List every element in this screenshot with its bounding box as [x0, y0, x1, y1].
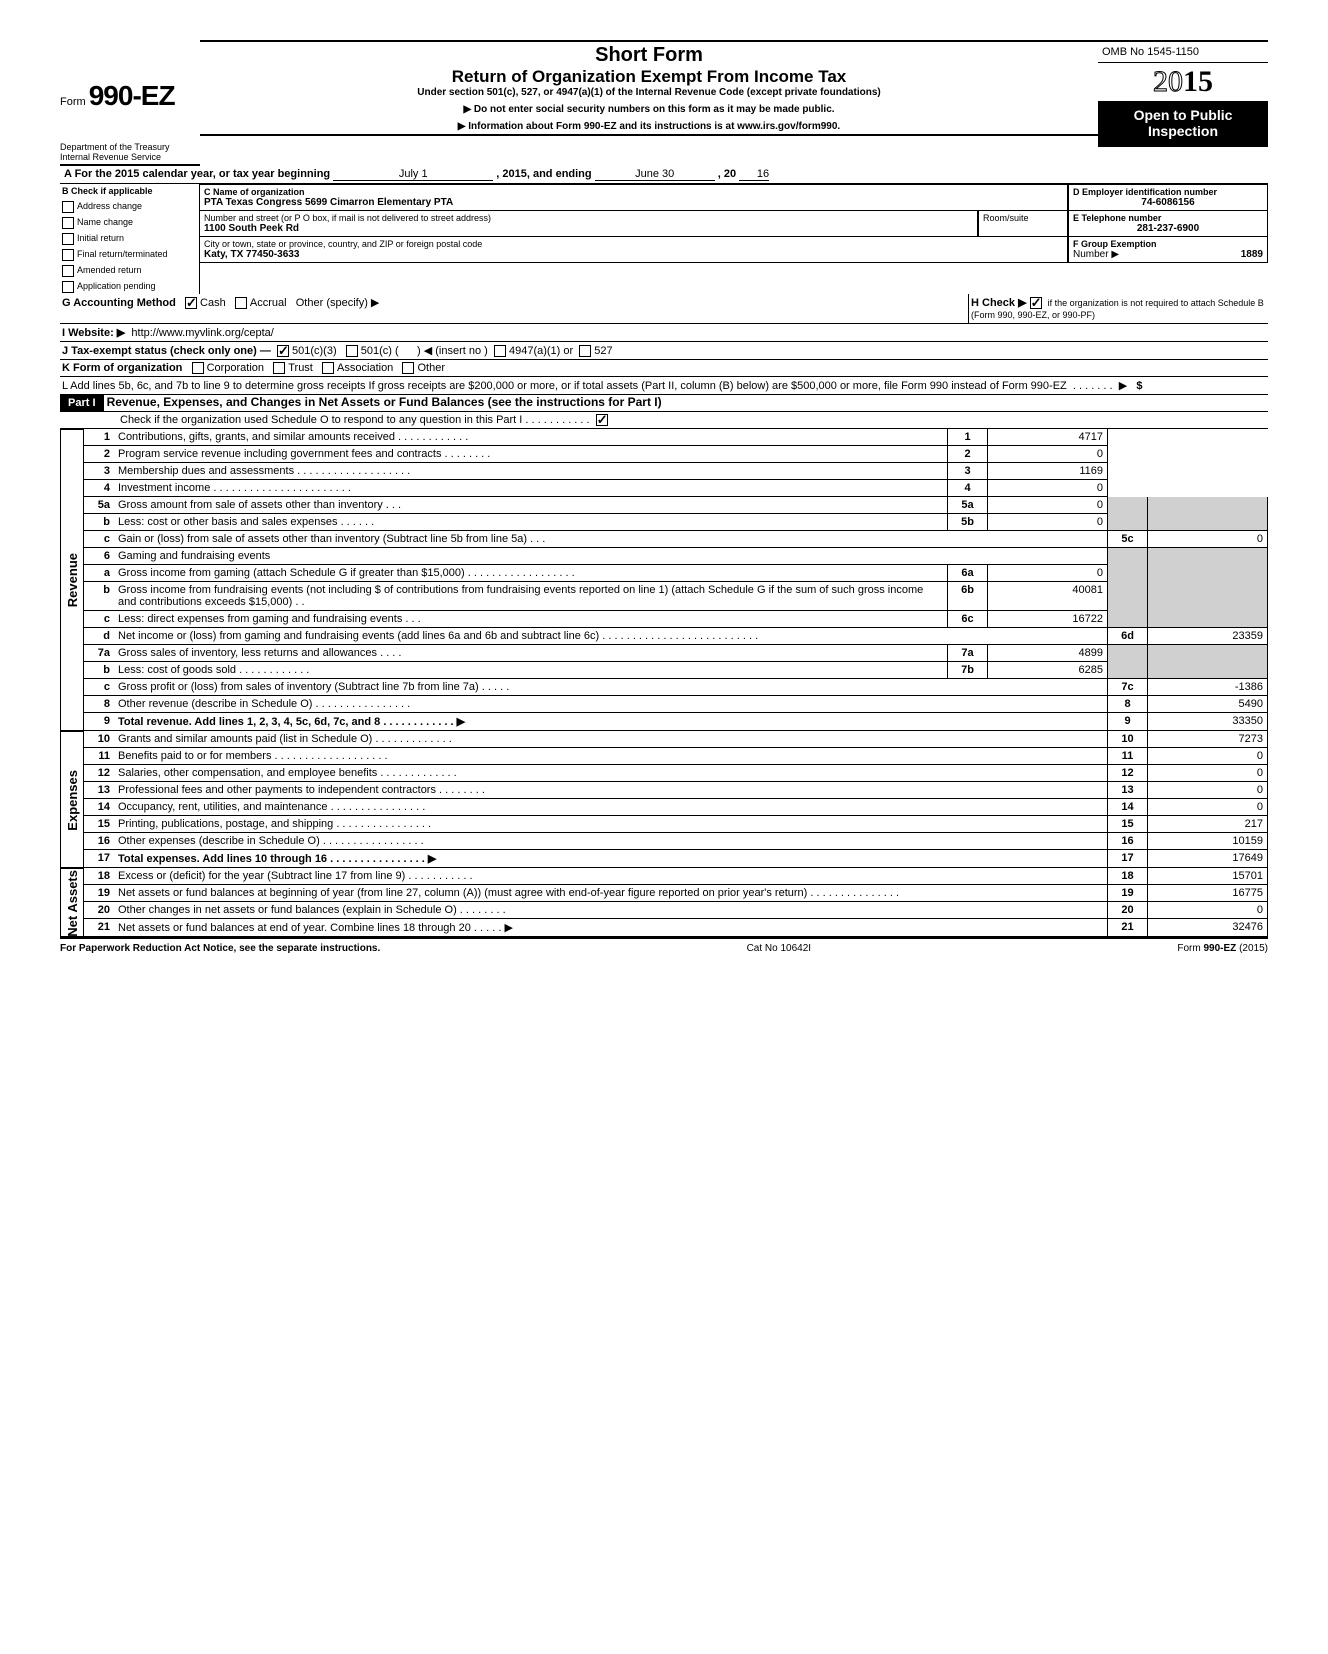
org-name: PTA Texas Congress 5699 Cimarron Element…: [204, 197, 1063, 208]
section-b-label: B Check if applicable: [60, 184, 199, 198]
chk-4947[interactable]: [494, 345, 506, 357]
form-990ez: Form 990-EZ Department of the Treasury I…: [60, 40, 1268, 958]
netassets-section: Net Assets 18Excess or (deficit) for the…: [60, 868, 1268, 939]
k-label: K Form of organization: [62, 362, 182, 374]
l-text: L Add lines 5b, 6c, and 7b to line 9 to …: [62, 380, 1067, 392]
form-number-block: Form 990-EZ Department of the Treasury I…: [60, 40, 200, 166]
title-sub: Return of Organization Exempt From Incom…: [204, 67, 1094, 87]
form-prefix: Form: [60, 96, 86, 108]
l-dollar: $: [1136, 380, 1142, 392]
c-street-label: Number and street (or P O box, if mail i…: [204, 213, 973, 223]
revenue-table: 1Contributions, gifts, grants, and simil…: [84, 429, 1268, 731]
omb: OMB No 1545-1150: [1098, 42, 1268, 63]
org-city: Katy, TX 77450-3633: [204, 249, 1063, 260]
f-number-label: Number ▶: [1073, 249, 1119, 260]
open-public-1: Open to Public: [1100, 107, 1266, 123]
l-arrow: ▶: [1119, 380, 1127, 392]
section-def: D Employer identification number 74-6086…: [1068, 184, 1268, 294]
part1-header-row: Part I Revenue, Expenses, and Changes in…: [60, 395, 1268, 412]
header-row: Form 990-EZ Department of the Treasury I…: [60, 40, 1268, 166]
chk-initial[interactable]: Initial return: [62, 230, 197, 246]
dept-block: Department of the Treasury Internal Reve…: [60, 140, 200, 166]
expenses-side: Expenses: [60, 731, 84, 868]
footer-right: Form 990-EZ (2015): [1177, 943, 1268, 954]
chk-501c3[interactable]: [277, 345, 289, 357]
tax-year: 20201515: [1098, 63, 1268, 101]
chk-schedule-o[interactable]: [596, 414, 608, 426]
e-label: E Telephone number: [1073, 213, 1263, 223]
netassets-table: 18Excess or (deficit) for the year (Subt…: [84, 868, 1268, 937]
part1-check-note: Check if the organization used Schedule …: [120, 414, 590, 426]
period-label: A For the 2015 calendar year, or tax yea…: [64, 168, 330, 180]
part1-header: Part I: [60, 395, 104, 411]
chk-corp[interactable]: [192, 362, 204, 374]
entity-block: B Check if applicable Address change Nam…: [60, 184, 1268, 294]
title-small: Under section 501(c), 527, or 4947(a)(1)…: [204, 87, 1094, 98]
section-c: C Name of organization PTA Texas Congres…: [200, 184, 1068, 294]
i-label: I Website: ▶: [62, 327, 125, 339]
c-name-label: C Name of organization: [204, 187, 1063, 197]
period-suffix: , 20: [718, 168, 736, 180]
chk-h[interactable]: [1030, 297, 1042, 309]
note2: ▶ Information about Form 990-EZ and its …: [204, 121, 1094, 132]
chk-pending[interactable]: Application pending: [62, 278, 197, 294]
ein: 74-6086156: [1073, 197, 1263, 208]
chk-cash[interactable]: [185, 297, 197, 309]
c-city-label: City or town, state or province, country…: [204, 239, 1063, 249]
part1-title: Revenue, Expenses, and Changes in Net As…: [107, 395, 662, 409]
website: http://www.myvlink.org/cepta/: [131, 327, 273, 339]
row-i: I Website: ▶ http://www.myvlink.org/cept…: [60, 324, 1268, 342]
group-exemption: 1889: [1241, 249, 1263, 260]
footer-mid: Cat No 10642I: [747, 943, 812, 954]
phone: 281-237-6900: [1073, 223, 1263, 234]
j-label: J Tax-exempt status (check only one) —: [62, 345, 271, 357]
form-number: 990-EZ: [89, 80, 175, 111]
revenue-section: Revenue 1Contributions, gifts, grants, a…: [60, 429, 1268, 731]
footer-row: For Paperwork Reduction Act Notice, see …: [60, 939, 1268, 958]
chk-assoc[interactable]: [322, 362, 334, 374]
org-street: 1100 South Peek Rd: [204, 223, 973, 234]
f-label: F Group Exemption: [1073, 239, 1263, 249]
expenses-table: 10Grants and similar amounts paid (list …: [84, 731, 1268, 868]
period-end: June 30: [595, 168, 715, 181]
part1-check-row: Check if the organization used Schedule …: [60, 412, 1268, 429]
note1: ▶ Do not enter social security numbers o…: [204, 104, 1094, 115]
dept-line2: Internal Revenue Service: [60, 152, 200, 162]
revenue-side: Revenue: [60, 429, 84, 731]
row-j: J Tax-exempt status (check only one) — 5…: [60, 342, 1268, 360]
chk-address[interactable]: Address change: [62, 198, 197, 214]
footer-left: For Paperwork Reduction Act Notice, see …: [60, 943, 380, 954]
period-begin: July 1: [333, 168, 493, 181]
expenses-section: Expenses 10Grants and similar amounts pa…: [60, 731, 1268, 868]
period-mid: , 2015, and ending: [496, 168, 591, 180]
chk-other[interactable]: [402, 362, 414, 374]
chk-accrual[interactable]: [235, 297, 247, 309]
right-block: OMB No 1545-1150 20201515 Open to Public…: [1098, 40, 1268, 147]
open-public-2: Inspection: [1100, 123, 1266, 139]
netassets-side: Net Assets: [60, 868, 84, 937]
section-b: B Check if applicable Address change Nam…: [60, 184, 200, 294]
c-room-label: Room/suite: [983, 213, 1063, 223]
row-k: K Form of organization Corporation Trust…: [60, 360, 1268, 377]
chk-501c[interactable]: [346, 345, 358, 357]
chk-amended[interactable]: Amended return: [62, 262, 197, 278]
g-label: G Accounting Method: [62, 297, 176, 309]
period-endyear: 16: [739, 168, 769, 181]
row-g-h: G Accounting Method Cash Accrual Other (…: [60, 294, 1268, 324]
dept-line1: Department of the Treasury: [60, 142, 200, 152]
chk-trust[interactable]: [273, 362, 285, 374]
d-label: D Employer identification number: [1073, 187, 1263, 197]
open-public: Open to Public Inspection: [1098, 101, 1268, 145]
period-row: A For the 2015 calendar year, or tax yea…: [60, 166, 1268, 184]
chk-527[interactable]: [579, 345, 591, 357]
chk-final[interactable]: Final return/terminated: [62, 246, 197, 262]
h-label: H Check ▶: [971, 297, 1027, 309]
title-main: Short Form: [204, 44, 1094, 67]
title-block: Short Form Return of Organization Exempt…: [200, 40, 1098, 136]
chk-name[interactable]: Name change: [62, 214, 197, 230]
row-l: L Add lines 5b, 6c, and 7b to line 9 to …: [60, 377, 1268, 395]
